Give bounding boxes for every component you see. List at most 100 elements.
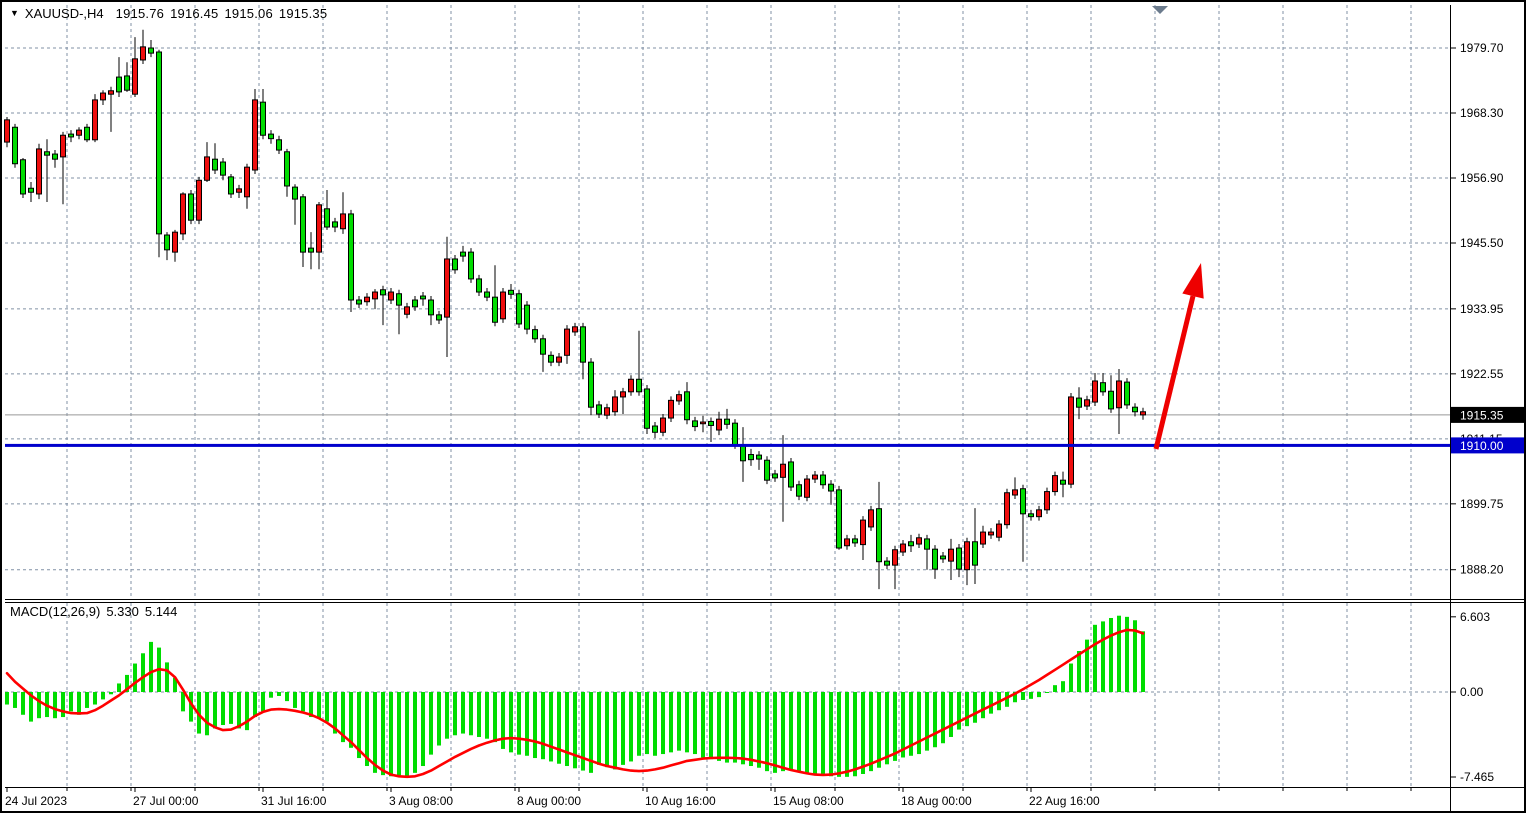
bull-candle	[1132, 406, 1138, 413]
macd-bar	[69, 692, 73, 712]
macd-bar	[325, 692, 329, 722]
bull-candle	[732, 422, 738, 446]
price-tick-label: 1968.30	[1460, 106, 1504, 120]
time-tick-label: 18 Aug 00:00	[901, 794, 972, 808]
macd-bar	[1093, 624, 1097, 692]
time-tick-label: 10 Aug 16:00	[645, 794, 716, 808]
price-tick-label: 1933.95	[1460, 302, 1504, 316]
bear-candle	[252, 99, 258, 171]
bull-candle	[468, 251, 474, 280]
macd-bar	[581, 692, 585, 771]
bull-candle	[156, 51, 162, 235]
macd-bar	[637, 692, 641, 756]
time-tick-label: 27 Jul 00:00	[133, 794, 199, 808]
bear-candle	[564, 328, 570, 356]
bull-candle	[20, 159, 26, 195]
macd-bar	[805, 692, 809, 773]
bull-candle	[380, 289, 386, 296]
bear-candle	[1052, 475, 1058, 493]
bear-candle	[372, 291, 378, 300]
bull-candle	[428, 299, 434, 316]
macd-bar	[645, 692, 649, 755]
bull-candle	[852, 538, 858, 544]
price-tick-label: 1945.50	[1460, 236, 1504, 250]
macd-bar	[269, 692, 273, 698]
macd-signal-value: 5.144	[144, 604, 178, 619]
macd-bar	[933, 692, 937, 748]
bull-candle	[52, 153, 58, 160]
bull-candle	[420, 295, 426, 300]
macd-bar	[989, 692, 993, 714]
support-level-line[interactable]	[5, 443, 1450, 447]
price-tick-label: 1979.70	[1460, 41, 1504, 55]
bear-candle	[860, 519, 866, 546]
macd-bar	[869, 692, 873, 772]
macd-bar	[845, 692, 849, 777]
price-tick-label: 1899.75	[1460, 497, 1504, 511]
macd-bar	[181, 692, 185, 712]
bull-candle	[324, 208, 330, 228]
macd-axis[interactable]: 6.603 0.00 -7.465	[1450, 610, 1494, 784]
macd-bar	[373, 692, 377, 773]
macd-bar	[165, 662, 169, 692]
bull-candle	[1028, 513, 1034, 518]
macd-bar	[301, 692, 305, 712]
bull-candle	[908, 541, 914, 547]
macd-bar	[173, 677, 177, 692]
red-arrow[interactable]	[1153, 263, 1204, 450]
macd-bar	[541, 692, 545, 760]
time-tick-label: 24 Jul 2023	[5, 794, 67, 808]
bull-candle	[956, 547, 962, 570]
bull-candle	[820, 474, 826, 486]
bear-candle	[204, 156, 210, 181]
macd-bar	[621, 692, 625, 765]
bull-candle	[1076, 397, 1082, 408]
macd-bar	[501, 692, 505, 749]
macd-bar	[669, 692, 673, 753]
macd-bar	[773, 692, 777, 773]
bid-price-badge: 1915.35	[1451, 406, 1524, 423]
macd-bar	[29, 692, 33, 722]
bull-candle	[348, 213, 354, 301]
macd-bar	[37, 692, 41, 719]
bull-candle	[636, 378, 642, 393]
macd-bar	[733, 692, 737, 763]
bull-candle	[724, 418, 730, 425]
macd-bar	[1109, 617, 1113, 692]
bull-candle	[452, 258, 458, 271]
symbol-dropdown-icon[interactable]: ▼	[10, 8, 19, 18]
macd-bar	[717, 692, 721, 761]
macd-bar	[101, 692, 105, 700]
bull-candle	[828, 483, 834, 492]
ohlc-open: 1915.76	[115, 6, 165, 21]
bear-candle	[660, 417, 666, 433]
level-badge-box	[1451, 437, 1524, 454]
bull-candle	[284, 151, 290, 187]
bear-candle	[132, 58, 138, 95]
time-axis[interactable]: 24 Jul 2023 27 Jul 00:00 31 Jul 16:00 3 Aug…	[5, 788, 1412, 808]
bull-candle	[1100, 382, 1106, 393]
time-tick-label: 8 Aug 00:00	[517, 794, 581, 808]
bear-candle	[948, 548, 954, 562]
autoscroll-marker-icon[interactable]	[1152, 6, 1168, 14]
bull-candle	[876, 508, 882, 563]
macd-bar	[781, 692, 785, 772]
macd-bar	[693, 692, 697, 755]
macd-bar	[877, 692, 881, 768]
ohlc-low: 1915.06	[224, 6, 273, 21]
bear-candle	[364, 296, 370, 303]
macd-bar	[573, 692, 577, 769]
macd-bar	[1061, 681, 1065, 692]
macd-bar	[557, 692, 561, 764]
bull-candle	[524, 304, 530, 330]
bear-candle	[604, 407, 610, 416]
bull-candle	[28, 187, 34, 193]
bear-candle	[916, 537, 922, 545]
bear-candle	[1044, 491, 1050, 511]
bear-candle	[964, 541, 970, 571]
price-tick-label: 1956.90	[1460, 171, 1504, 185]
bear-candle	[676, 394, 682, 402]
macd-bar	[413, 692, 417, 773]
level-price-badge[interactable]: 1910.00	[1451, 437, 1525, 454]
